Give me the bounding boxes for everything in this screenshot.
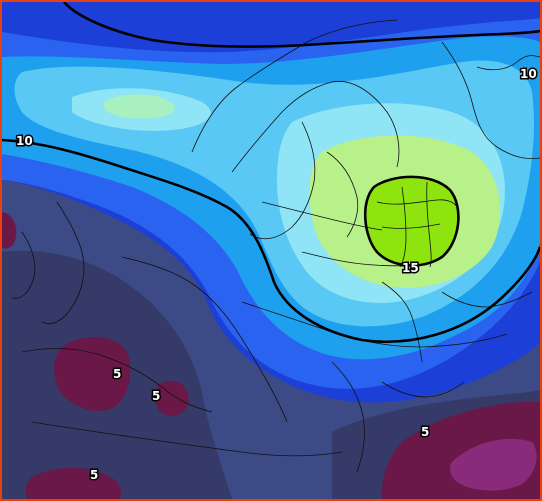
contour-label-10-east: 10 [520, 67, 537, 81]
field-maroon-iberia [54, 336, 131, 412]
field-magenta-east [449, 438, 537, 491]
contour-10-north [63, 2, 540, 48]
field-dark-slate [2, 250, 540, 499]
field-maroon-west [2, 212, 17, 249]
field-maroon-south [25, 467, 122, 499]
contour-label-5-morocco-south: 5 [90, 468, 98, 482]
contour-label-15: 15 [402, 261, 419, 275]
contour-lines [2, 2, 540, 343]
contour-label-5-iberia: 5 [113, 367, 121, 381]
contour-15 [363, 175, 460, 267]
field-lime [365, 176, 459, 266]
contour-10-main [2, 138, 540, 343]
contour-label-5-turkey: 5 [421, 425, 429, 439]
field-maroon-small [155, 380, 189, 417]
contour-label-5-morocco-east: 5 [152, 389, 160, 403]
field-mint [103, 94, 175, 119]
core-borders [376, 181, 458, 268]
contour-label-10-west: 10 [16, 134, 33, 148]
